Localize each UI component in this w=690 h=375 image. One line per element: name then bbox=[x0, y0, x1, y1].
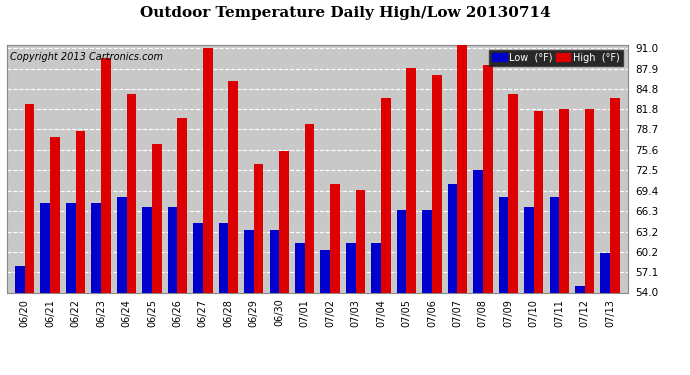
Bar bbox=[534, 111, 544, 292]
Bar bbox=[270, 230, 279, 292]
Bar bbox=[305, 124, 315, 292]
Bar bbox=[330, 184, 339, 292]
Bar bbox=[355, 190, 365, 292]
Bar bbox=[126, 94, 136, 292]
Bar bbox=[254, 164, 264, 292]
Bar bbox=[228, 81, 238, 292]
Text: Copyright 2013 Cartronics.com: Copyright 2013 Cartronics.com bbox=[10, 53, 163, 62]
Bar bbox=[432, 75, 442, 292]
Text: Outdoor Temperature Daily High/Low 20130714: Outdoor Temperature Daily High/Low 20130… bbox=[139, 6, 551, 20]
Legend: Low  (°F), High  (°F): Low (°F), High (°F) bbox=[489, 50, 623, 66]
Bar bbox=[346, 243, 355, 292]
Bar bbox=[397, 210, 406, 292]
Bar bbox=[559, 109, 569, 292]
Bar bbox=[600, 253, 610, 292]
Bar bbox=[279, 151, 289, 292]
Bar bbox=[320, 250, 330, 292]
Bar bbox=[381, 98, 391, 292]
Bar bbox=[448, 184, 457, 292]
Bar bbox=[371, 243, 381, 292]
Bar bbox=[91, 203, 101, 292]
Bar bbox=[244, 230, 254, 292]
Bar bbox=[483, 65, 493, 292]
Bar bbox=[406, 68, 416, 292]
Bar bbox=[584, 109, 594, 292]
Bar bbox=[193, 223, 203, 292]
Bar bbox=[15, 266, 25, 292]
Bar bbox=[152, 144, 161, 292]
Bar bbox=[41, 203, 50, 292]
Bar bbox=[168, 207, 177, 292]
Bar bbox=[422, 210, 432, 292]
Bar bbox=[473, 170, 483, 292]
Bar bbox=[549, 197, 559, 292]
Bar bbox=[203, 48, 213, 292]
Bar bbox=[76, 131, 86, 292]
Bar bbox=[142, 207, 152, 292]
Bar bbox=[295, 243, 305, 292]
Bar bbox=[610, 98, 620, 292]
Bar bbox=[101, 58, 110, 292]
Bar bbox=[524, 207, 534, 292]
Bar bbox=[50, 137, 60, 292]
Bar bbox=[457, 45, 467, 292]
Bar bbox=[66, 203, 76, 292]
Bar bbox=[177, 118, 187, 292]
Bar bbox=[25, 104, 34, 292]
Bar bbox=[509, 94, 518, 292]
Bar bbox=[117, 197, 126, 292]
Bar bbox=[219, 223, 228, 292]
Bar bbox=[575, 286, 584, 292]
Bar bbox=[499, 197, 509, 292]
